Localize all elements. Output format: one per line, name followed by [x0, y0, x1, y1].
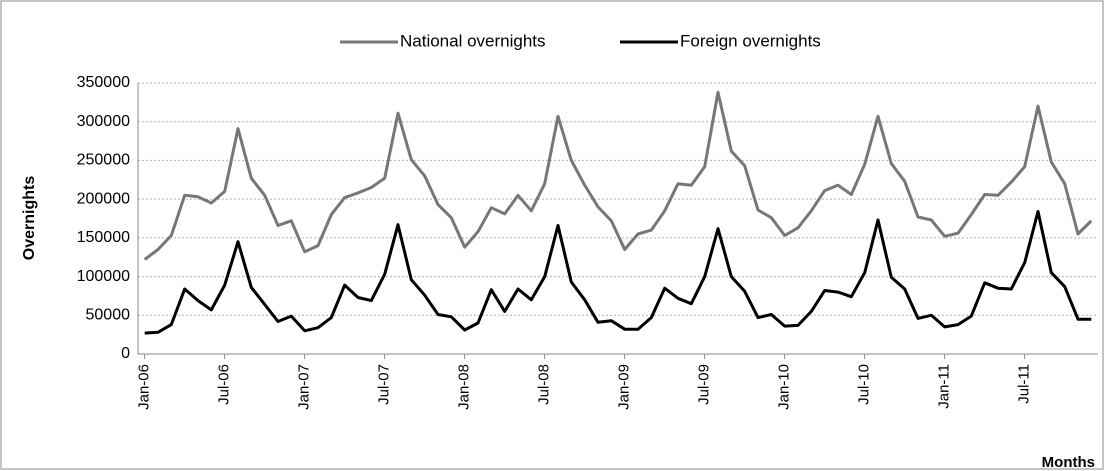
x-tick-label: Jan-08	[456, 364, 473, 410]
legend-label: Foreign overnights	[680, 31, 821, 50]
x-tick-label: Jan-07	[296, 364, 313, 410]
x-tick-label: Jul-10	[856, 364, 873, 405]
x-tick-label: Jan-11	[936, 364, 953, 409]
x-tick-label: Jul-11	[1016, 364, 1033, 404]
y-tick-label: 200000	[77, 190, 130, 207]
x-axis-label: Months	[1042, 454, 1095, 471]
y-tick-label: 350000	[77, 74, 130, 91]
y-tick-label: 150000	[77, 229, 130, 246]
y-tick-label: 50000	[86, 307, 131, 324]
y-axis-label: Overnights	[21, 176, 38, 261]
x-tick-label: Jan-09	[616, 364, 633, 410]
y-tick-label: 250000	[77, 152, 130, 169]
legend-label: National overnights	[400, 31, 546, 50]
y-tick-label: 300000	[77, 113, 130, 130]
y-tick-label: 0	[121, 345, 130, 362]
x-tick-label: Jan-06	[136, 364, 153, 410]
x-tick-label: Jul-08	[536, 364, 553, 405]
series-line	[144, 210, 1092, 335]
x-tick-label: Jan-10	[776, 364, 793, 410]
y-tick-label: 100000	[77, 268, 130, 285]
series-line	[143, 90, 1093, 261]
x-tick-label: Jul-07	[376, 364, 393, 405]
x-tick-label: Jul-09	[696, 364, 713, 405]
x-tick-label: Jul-06	[216, 364, 233, 405]
